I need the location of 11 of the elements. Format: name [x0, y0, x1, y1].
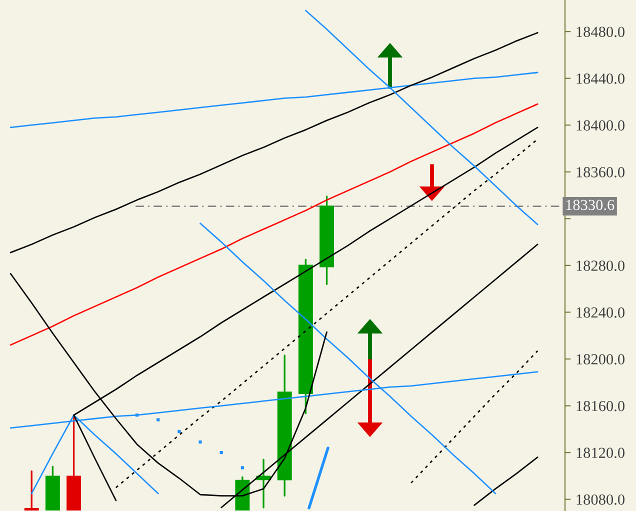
y-tick-label: 18440.0 [576, 73, 624, 84]
ref-line-label: 18330.6 [566, 200, 614, 210]
y-tick-label: 18360.0 [576, 167, 624, 178]
y-tick-label: 18080.0 [576, 494, 624, 505]
y-tick-label: 18160.0 [576, 400, 624, 412]
y-tick-label: 18200.0 [576, 354, 624, 365]
y-tick-label: 18240.0 [576, 307, 624, 318]
y-tick-label: 18480.0 [576, 26, 624, 38]
y-tick-label: 18280.0 [576, 260, 624, 271]
y-tick-label: 18400.0 [576, 120, 624, 131]
y-tick-label: 18120.0 [576, 448, 624, 458]
